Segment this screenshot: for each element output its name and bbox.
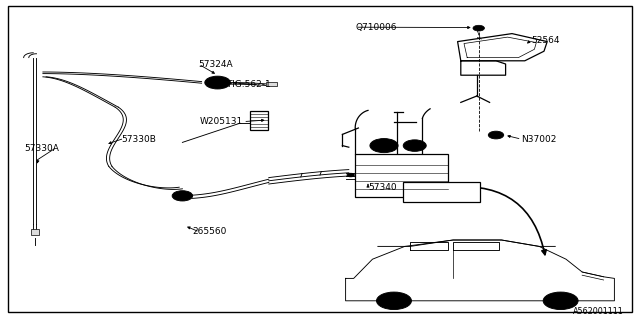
Circle shape [370, 139, 398, 153]
Bar [250, 111, 268, 130]
Circle shape [473, 25, 484, 31]
Circle shape [347, 173, 355, 177]
Circle shape [385, 296, 403, 306]
Text: 57330B: 57330B [122, 135, 156, 144]
Bar [266, 82, 277, 86]
Text: N37002: N37002 [522, 135, 557, 144]
Circle shape [177, 193, 188, 198]
Circle shape [172, 191, 193, 201]
Circle shape [543, 292, 578, 309]
Bar [31, 229, 39, 235]
Text: 57330A: 57330A [24, 144, 59, 153]
Circle shape [488, 131, 504, 139]
Bar [355, 154, 448, 197]
Circle shape [205, 76, 230, 89]
Text: Q710006: Q710006 [355, 23, 397, 32]
Text: W205131: W205131 [200, 117, 243, 126]
Bar [403, 182, 480, 202]
Circle shape [376, 292, 412, 309]
Circle shape [410, 143, 420, 148]
Text: 57324A: 57324A [198, 60, 233, 68]
Circle shape [378, 142, 390, 149]
Text: FIG.562-1: FIG.562-1 [227, 80, 271, 89]
Text: 265560: 265560 [192, 228, 227, 236]
Circle shape [403, 140, 426, 151]
Circle shape [551, 296, 570, 306]
Circle shape [492, 133, 500, 137]
Text: A562001111: A562001111 [573, 308, 624, 316]
Text: 52564: 52564 [531, 36, 560, 44]
Circle shape [211, 79, 224, 86]
Text: 57340: 57340 [368, 183, 397, 192]
